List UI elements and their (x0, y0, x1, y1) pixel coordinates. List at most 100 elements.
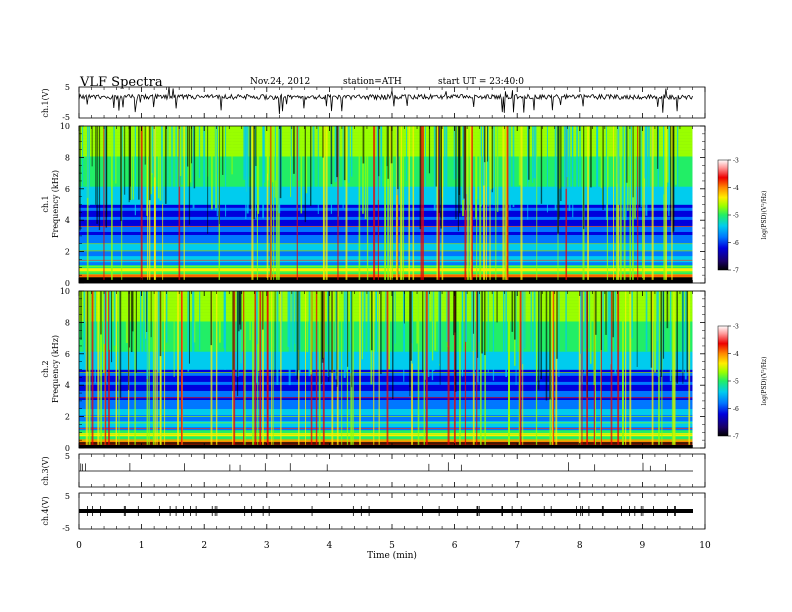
colorbar-tick-label: -3 (733, 158, 739, 165)
spectrogram-row (79, 378, 693, 382)
frequency-tick-label: 2 (65, 248, 70, 257)
ch4-waveform-panel: 5 -5 ch.4(V) (41, 492, 706, 533)
time-axis-label: Time (min) (367, 550, 417, 561)
time-tick-label: 1 (139, 541, 145, 551)
ch3-tick-5: 5 (65, 452, 70, 461)
ch1-spectrogram-panel: 0 2 4 6 8 10 ch.1 Frequency (kHz) -3 -4 -5 -6 -7 … (41, 122, 768, 288)
spectrogram-row (79, 369, 693, 373)
ch1-colorbar-ticks: -3 -4 -5 -6 -7 (728, 158, 739, 275)
spectrogram-row (79, 417, 693, 422)
ch1-waveform-trace (78, 86, 693, 115)
spectrogram-row (79, 423, 693, 428)
ch1-colorbar-label: log(PSD)(V²/Hz) (761, 191, 768, 240)
time-axis-tick-labels: 0 1 2 3 4 5 6 7 8 9 10 (76, 541, 711, 551)
ch4-waveform-trace (79, 509, 693, 513)
frequency-tick-label: 0 (65, 444, 70, 453)
ch2-spectrogram-ylabel: Frequency (kHz) (51, 335, 60, 403)
spectrogram-row (79, 408, 693, 413)
figure-title: VLF Spectra (79, 75, 163, 90)
frequency-tick-label: 6 (65, 185, 70, 194)
colorbar-tick-label: -7 (733, 434, 739, 441)
ch1-spectrogram-ylabel: Frequency (kHz) (51, 170, 60, 238)
ch1-colorbar-fill (717, 159, 729, 271)
ch1-frequency-ticks: 0 2 4 6 8 10 (60, 122, 705, 288)
ch2-spectrogram-panel: 0 2 4 6 8 10 ch.2 Frequency (kHz) -3 -4 -5 -6 -7 … (41, 287, 768, 453)
frequency-tick-label: 10 (60, 122, 70, 131)
colorbar-tick-label: -7 (733, 268, 739, 275)
frequency-tick-label: 4 (65, 381, 70, 390)
spectrogram-row (79, 375, 693, 379)
ch1-tick-neg5: -5 (62, 113, 70, 122)
spectrogram-row (79, 366, 693, 370)
colorbar-tick-label: -5 (733, 213, 739, 220)
ch2-colorbar-fill (717, 325, 729, 437)
frequency-tick-label: 2 (65, 413, 70, 422)
ch1-spectrogram-image (79, 126, 705, 284)
ch1-waveform-ylabel: ch.1(V) (41, 88, 50, 117)
time-tick-label: 2 (201, 541, 207, 551)
station-label: station=ATH (343, 77, 402, 87)
ch1-waveform-line (78, 86, 693, 115)
spectrogram-row (79, 396, 693, 400)
frequency-tick-label: 0 (65, 279, 70, 288)
spectrogram-row (79, 405, 693, 410)
colorbar-tick-label: -4 (733, 351, 739, 358)
ch2-frequency-ticks: 0 2 4 6 8 10 (60, 287, 705, 453)
ch4-tick-neg5: -5 (62, 524, 70, 533)
time-axis-ticks (78, 87, 706, 529)
frequency-tick-label: 8 (65, 318, 70, 327)
ch3-waveform-panel: 5 ch.3(V) (41, 452, 706, 488)
frequency-tick-label: 10 (60, 287, 70, 296)
ch1-spectrogram-channel: ch.1 (41, 195, 50, 212)
spectrogram-row (79, 393, 693, 397)
spectrogram-row (79, 372, 693, 376)
colorbar-tick-label: -6 (733, 240, 739, 247)
ch3-waveform-ylabel: ch.3(V) (41, 456, 50, 485)
spectrogram-row (79, 279, 693, 284)
spectrogram-row (79, 429, 693, 434)
date-label: Nov.24, 2012 (250, 77, 310, 87)
colorbar-tick-label: -4 (733, 185, 739, 192)
spectrogram-row (79, 399, 693, 404)
spectrogram-row (79, 444, 693, 449)
ch2-spectrogram-image (79, 291, 705, 449)
spectrogram-row (79, 381, 693, 385)
ch2-colorbar-ticks: -3 -4 -5 -6 -7 (728, 324, 739, 441)
ch4-waveform-ylabel: ch.4(V) (41, 496, 50, 525)
spectrogram-row (79, 390, 693, 394)
spectrogram-no-data (692, 291, 705, 448)
ch2-colorbar-label: log(PSD)(V²/Hz) (761, 357, 768, 406)
spectrogram-no-data (692, 126, 705, 283)
frequency-tick-label: 6 (65, 350, 70, 359)
colorbar-tick-label: -6 (733, 406, 739, 413)
time-tick-label: 8 (577, 541, 583, 551)
ch3-waveform-spikes (80, 462, 666, 471)
ch2-colorbar: -3 -4 -5 -6 -7 log(PSD)(V²/Hz) (717, 324, 768, 441)
time-tick-label: 4 (327, 541, 333, 551)
frequency-tick-label: 4 (65, 216, 70, 225)
spectrogram-row (79, 441, 693, 446)
spectrogram-row (79, 435, 693, 440)
start-time-label: start UT = 23:40:0 (438, 77, 524, 87)
ch4-waveform-spikes (87, 506, 676, 516)
spectrogram-row (79, 387, 693, 391)
ch4-tick-5: 5 (65, 492, 70, 501)
ch1-colorbar: -3 -4 -5 -6 -7 log(PSD)(V²/Hz) (717, 158, 768, 275)
time-tick-label: 6 (452, 541, 458, 551)
spectrogram-row (79, 411, 693, 416)
ch2-spectrogram-channel: ch.2 (41, 360, 50, 377)
spectrogram-row (79, 402, 693, 407)
time-tick-label: 3 (264, 541, 270, 551)
colorbar-tick-label: -3 (733, 324, 739, 331)
ch1-tick-5: 5 (65, 83, 70, 92)
colorbar-tick-label: -5 (733, 379, 739, 386)
time-tick-label: 5 (389, 541, 395, 551)
frequency-tick-label: 8 (65, 153, 70, 162)
time-tick-label: 0 (76, 541, 82, 551)
spectrogram-row (79, 384, 693, 388)
time-tick-label: 7 (514, 541, 520, 551)
time-tick-label: 10 (699, 541, 711, 551)
time-tick-label: 9 (640, 541, 646, 551)
spectrogram-row (79, 438, 693, 443)
